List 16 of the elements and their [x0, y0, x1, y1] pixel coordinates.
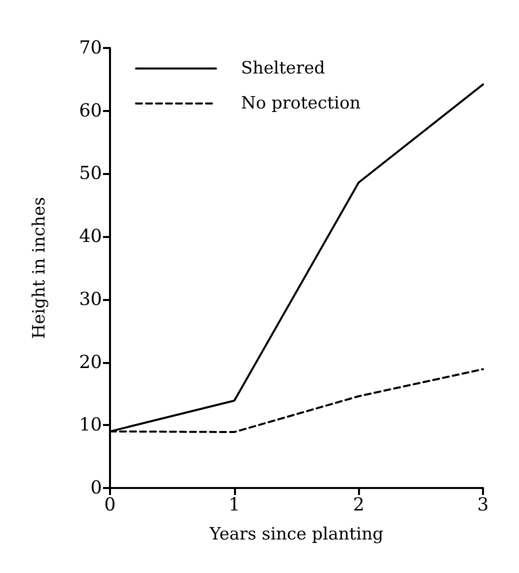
x-axis-title: Years since planting: [208, 524, 384, 544]
y-axis-title: Height in inches: [30, 197, 50, 339]
y-tick-label: 0: [90, 478, 102, 498]
x-tick-label: 3: [477, 494, 489, 516]
y-tick-label: 40: [79, 226, 102, 248]
x-tick-label: 1: [228, 494, 240, 516]
y-tick-label: 70: [79, 38, 102, 58]
y-tick-label: 50: [79, 163, 102, 184]
y-tick-label: 60: [79, 100, 102, 122]
legend-label: Sheltered: [241, 58, 326, 78]
x-tick-label: 0: [104, 494, 116, 516]
legend-label: No protection: [241, 94, 361, 114]
y-tick-label: 20: [79, 352, 102, 373]
x-tick-label: 2: [352, 494, 364, 516]
y-tick-label: 10: [79, 414, 102, 436]
y-tick-label: 30: [79, 288, 102, 310]
